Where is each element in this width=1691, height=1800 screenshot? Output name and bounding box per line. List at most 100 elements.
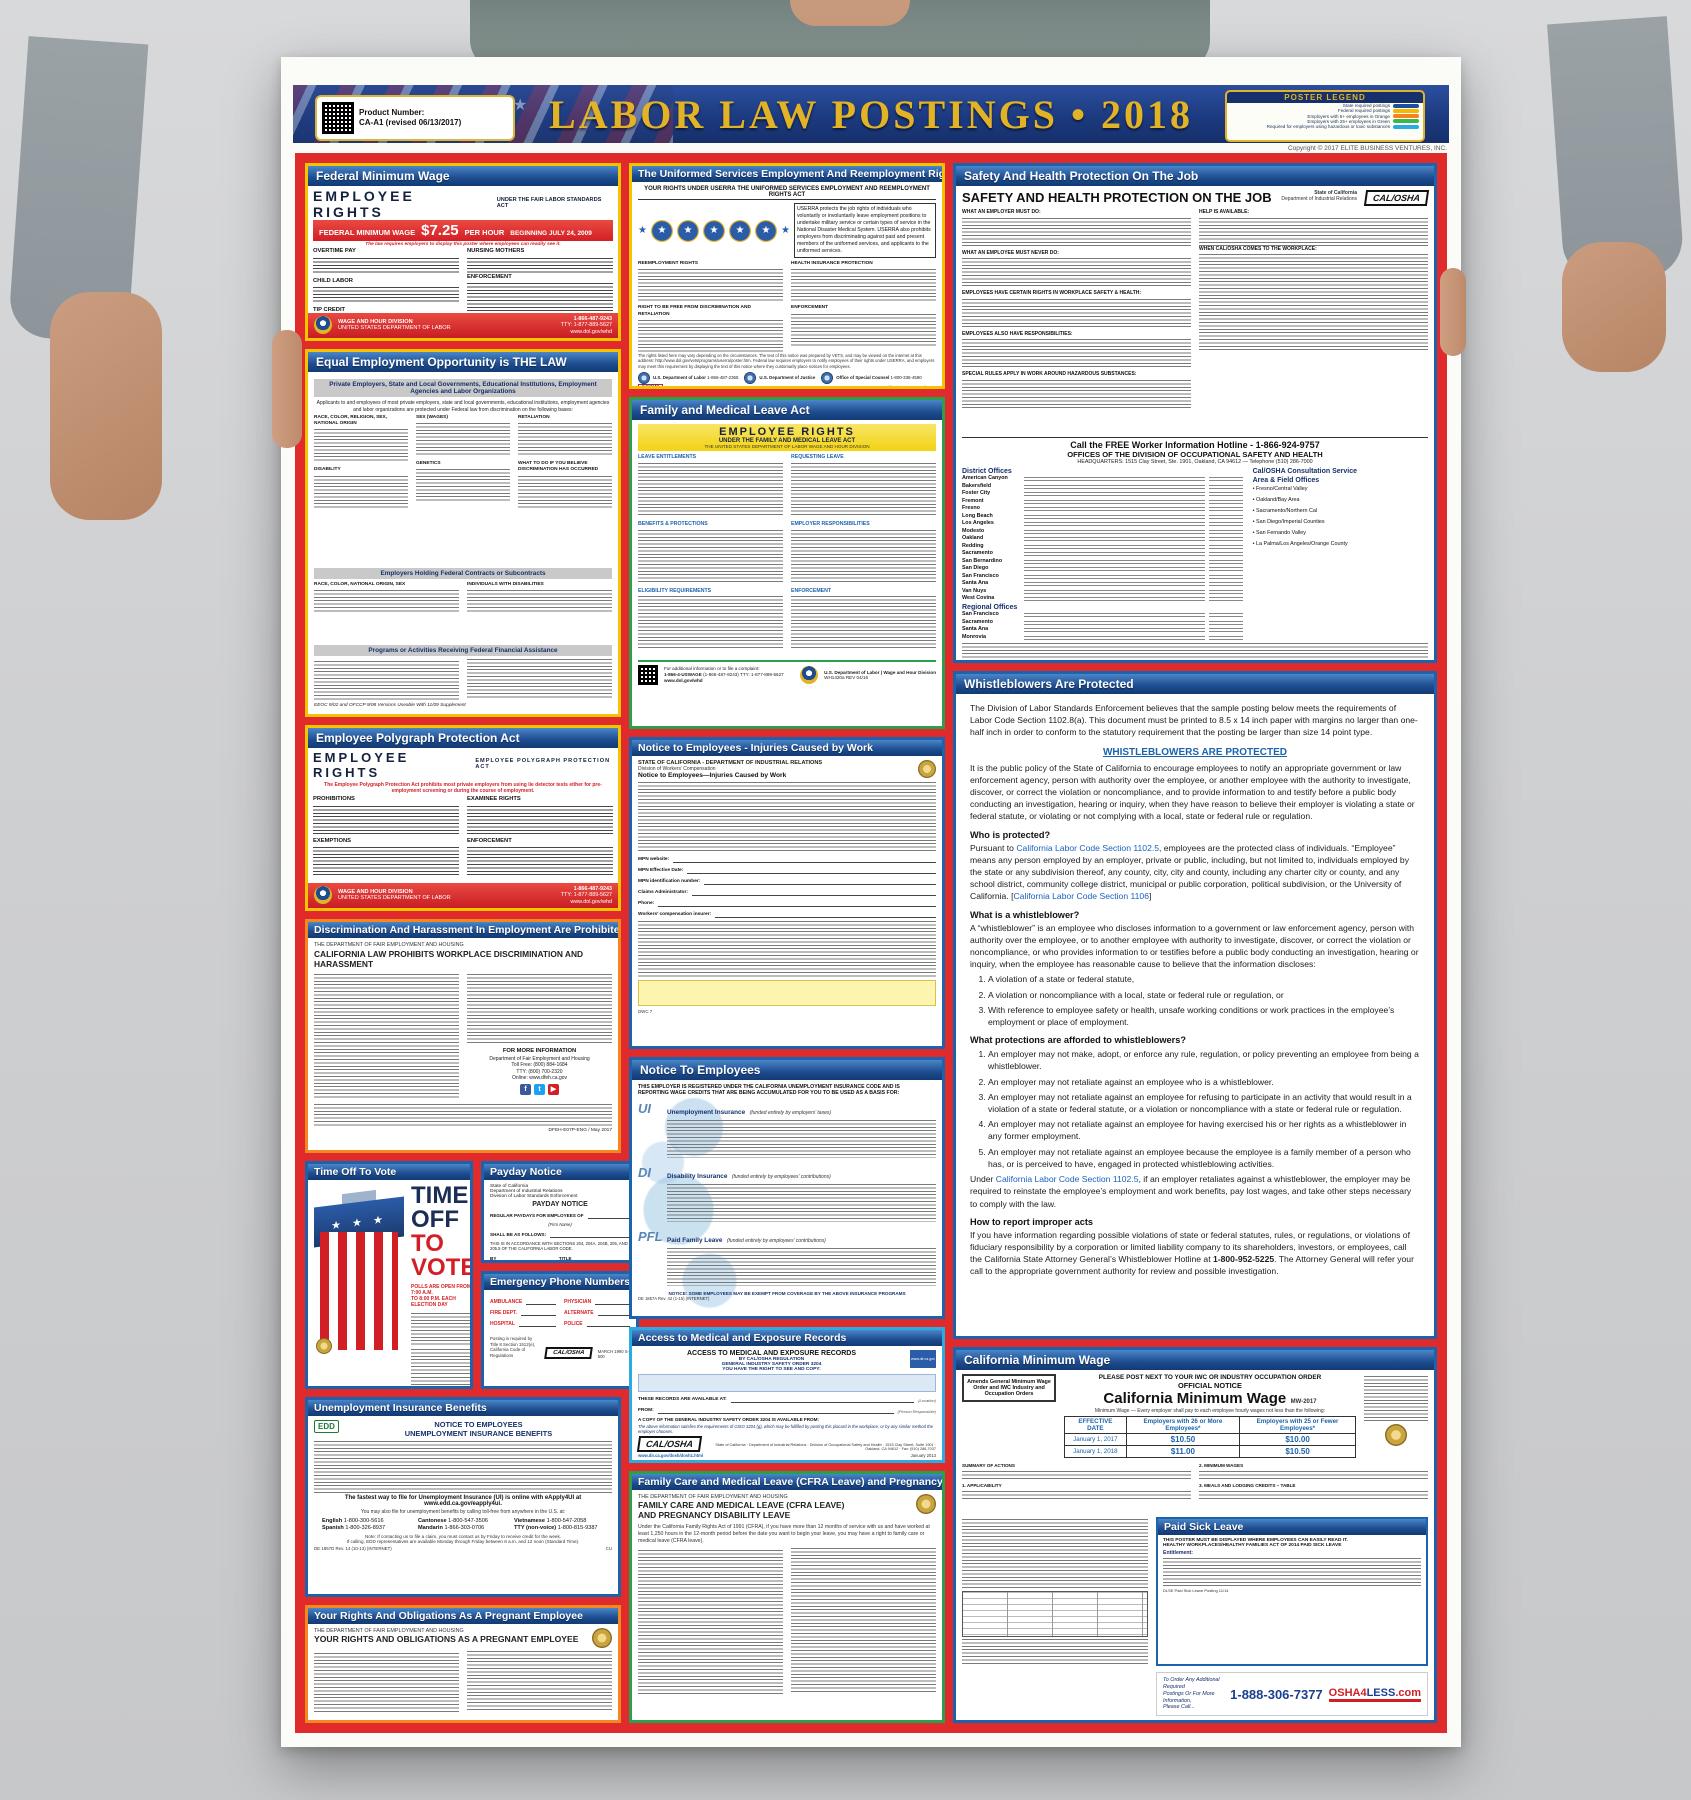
ballot-box-graphic: ★ ★ ★ bbox=[314, 1184, 406, 1354]
calosha-logo: CAL/OSHA bbox=[1363, 190, 1430, 206]
fmw-topics-b: ENFORCEMENTADDITIONAL INFORMATION bbox=[467, 248, 618, 313]
office-row: Van Nuys bbox=[962, 588, 1243, 594]
vote-headline-1: TIME OFF bbox=[411, 1182, 469, 1233]
person-right-thumb bbox=[1440, 268, 1466, 356]
section-title: Your Rights And Obligations As A Pregnan… bbox=[308, 1608, 618, 1624]
edd-logo: EDD bbox=[314, 1420, 339, 1433]
area-office: • Oakland/Bay Area bbox=[1252, 497, 1300, 503]
amends-box: Amends General Minimum Wage Order and IW… bbox=[962, 1374, 1056, 1402]
qr-code-icon bbox=[322, 102, 354, 134]
office-row: Long Beach bbox=[962, 513, 1243, 519]
mw-heading: California Minimum Wage bbox=[1103, 1390, 1287, 1407]
legend-item: Employers with 25+ employees in Green bbox=[1227, 119, 1423, 124]
poster-title: LABOR LAW POSTINGS • 2018 bbox=[549, 92, 1193, 137]
agency-item: Office of Special Counsel 1-800-336-4590 bbox=[821, 371, 922, 384]
vote-headline-2: TO VOTE bbox=[411, 1230, 470, 1281]
section-userra: The Uniformed Services Employment And Re… bbox=[629, 163, 945, 389]
whd-web: www.dol.gov/whd bbox=[570, 328, 612, 335]
section-title: Unemployment Insurance Benefits bbox=[308, 1400, 618, 1416]
office-row: Santa Ana bbox=[962, 626, 1243, 632]
office-row: Los Angeles bbox=[962, 520, 1243, 526]
area-field-offices: • Fresno/Central Valley • Oakland/Bay Are… bbox=[1253, 486, 1428, 547]
section-title: Notice To Employees bbox=[632, 1060, 942, 1080]
labor-code-link: California Labor Code Section 1102.5 bbox=[1016, 842, 1160, 853]
poster-header-band: ★ ★ ★ LABOR LAW POSTINGS • 2018 Product … bbox=[293, 85, 1449, 143]
section-payday-notice: Payday Notice State of California Depart… bbox=[481, 1161, 640, 1263]
emergency-labels-a: AMBULANCE FIRE DEPT. HOSPITAL bbox=[490, 1294, 557, 1330]
section-california-minimum-wage: California Minimum Wage Amends General M… bbox=[953, 1347, 1437, 1723]
poster-legend: POSTER LEGEND State required postings Fe… bbox=[1225, 90, 1425, 142]
section-title: Family Care and Medical Leave (CFRA Leav… bbox=[632, 1474, 942, 1490]
legend-swatch bbox=[1393, 119, 1419, 124]
section-whistleblowers-protected: Whistleblowers Are Protected The Divisio… bbox=[953, 671, 1437, 1339]
section-eeo-is-the-law: Equal Employment Opportunity is THE LAW … bbox=[305, 349, 621, 717]
fmla-topics: LEAVE ENTITLEMENTS BENEFITS & PROTECTIONS… bbox=[638, 454, 936, 654]
section-title: The Uniformed Services Employment And Re… bbox=[632, 166, 942, 182]
office-row: Modesto bbox=[962, 528, 1243, 534]
form-number: DLSE Paid Sick Leave Posting 11/14 bbox=[1163, 1588, 1229, 1593]
order-footer: To Order Any Additional Required Posting… bbox=[1156, 1672, 1428, 1716]
section-title: Safety And Health Protection On The Job bbox=[956, 166, 1434, 186]
legend-swatch bbox=[1393, 124, 1419, 129]
section-paid-sick-leave: Paid Sick Leave THIS POSTER MUST BE DISP… bbox=[1156, 1517, 1428, 1667]
whistleblower-heading: WHISTLEBLOWERS ARE PROTECTED bbox=[1102, 746, 1288, 758]
safety-topics-a: WHAT AN EMPLOYER MUST DO: WHAT AN EMPLOYE… bbox=[962, 209, 1428, 437]
employee-rights-heading: EMPLOYEE RIGHTS bbox=[313, 188, 415, 220]
section-title: Paid Sick Leave bbox=[1158, 1519, 1426, 1535]
office-row: Oakland bbox=[962, 535, 1243, 541]
section-title: Payday Notice bbox=[484, 1164, 637, 1180]
section-federal-minimum-wage: Federal Minimum Wage EMPLOYEE RIGHTS UND… bbox=[305, 163, 621, 341]
phone-entry: Mandarin 1-866-303-0706 bbox=[418, 1525, 485, 1531]
ui-phone-grid: English 1-800-300-5616 Cantonese 1-800-54… bbox=[322, 1518, 604, 1531]
form-number: DE 1857A Rev. 42 (1-15) (INTERNET) bbox=[638, 1296, 710, 1301]
office-row: Fresno bbox=[962, 505, 1243, 511]
section-safety-health-protection: Safety And Health Protection On The Job … bbox=[953, 163, 1437, 663]
labor-code-link: California Labor Code Section 1106 bbox=[1013, 891, 1149, 902]
area-office: • Sacramento/Northern Cal bbox=[1252, 508, 1318, 514]
whd-phone: 1-866-487-9243 bbox=[573, 315, 612, 322]
safety-topics-b: WHEN CAL/OSHA COMES TO THE WORKPLACE:VIO… bbox=[1199, 209, 1434, 437]
injury-fill-ins: MPN website: MPN Effective Date: MPN ident… bbox=[638, 855, 936, 918]
ag-hotline-phone: 1-800-952-5225 bbox=[1212, 1254, 1275, 1265]
column-left: Federal Minimum Wage EMPLOYEE RIGHTS UND… bbox=[305, 163, 640, 1723]
office-row: American Canyon bbox=[962, 475, 1243, 481]
area-office: • Fresno/Central Valley bbox=[1252, 486, 1308, 492]
legend-item: Required for employers using hazardous o… bbox=[1227, 124, 1423, 129]
legend-swatch bbox=[1393, 114, 1419, 119]
agency-seal-icon bbox=[821, 371, 834, 384]
osha4less-logo: OSHA4LESS.com bbox=[1328, 1687, 1421, 1702]
dfeh-seal bbox=[592, 1628, 612, 1648]
poster-content: Federal Minimum Wage EMPLOYEE RIGHTS UND… bbox=[295, 153, 1447, 1733]
edd-program: PFL Paid Family Leave (funded entirely b… bbox=[638, 1229, 936, 1288]
office-row: Fremont bbox=[962, 498, 1243, 504]
office-row: San Francisco bbox=[962, 573, 1243, 579]
wage-row: January 1, 2018 $11.00 $10.50 bbox=[1064, 1445, 1356, 1458]
section-emergency-phone-numbers: Emergency Phone Numbers AMBULANCE FIRE DE… bbox=[481, 1271, 640, 1389]
userra-medal-icon: ★ bbox=[650, 219, 673, 242]
wage-row: January 1, 2017 $10.50 $10.00 bbox=[1064, 1433, 1356, 1446]
userra-topics-a: REEMPLOYMENT RIGHTS RIGHT TO BE FREE FROM… bbox=[638, 261, 783, 352]
form-number: DFEH-E07P-ENG / May 2017 bbox=[548, 1128, 612, 1134]
whistleblower-protections-list: An employer may not make, adopt, or enfo… bbox=[988, 1048, 1420, 1170]
eapply-line: The fastest way to file for Unemployment… bbox=[344, 1495, 582, 1507]
office-row: San Francisco bbox=[962, 611, 1243, 617]
facebook-icon: f bbox=[520, 1083, 531, 1095]
esgr-logo: ESGR bbox=[638, 383, 664, 386]
area-office: • La Palma/Los Angeles/Orange County bbox=[1252, 541, 1348, 547]
form-number: DE 1857D Rev. 14 (10-13) (INTERNET) bbox=[314, 1546, 392, 1551]
fmla-banner: EMPLOYEE RIGHTS UNDER THE FAMILY AND MED… bbox=[638, 424, 936, 451]
section-injuries-caused-by-work: Notice to Employees - Injuries Caused by… bbox=[629, 737, 945, 1049]
youtube-icon: ▶ bbox=[548, 1083, 559, 1095]
agency-item: U.S. Department of Justice bbox=[744, 371, 815, 384]
section-title: Whistleblowers Are Protected bbox=[956, 674, 1434, 694]
agency-item: U.S. Department of Labor 1-866-487-2365 bbox=[638, 371, 738, 384]
minimum-wage-table: EFFECTIVE DATE Employers with 26 or More… bbox=[1064, 1416, 1356, 1458]
eeo-programs-bar: Programs or Activities Receiving Federal… bbox=[314, 645, 612, 656]
payday-emergency-stack: Payday Notice State of California Depart… bbox=[481, 1161, 640, 1389]
column-middle: The Uniformed Services Employment And Re… bbox=[629, 163, 945, 1723]
office-row: Bakersfield bbox=[962, 483, 1243, 489]
whd-footer: WAGE AND HOUR DIVISION UNITED STATES DEP… bbox=[308, 882, 618, 908]
userra-intro-box: USERRA protects the job rights of indivi… bbox=[793, 203, 936, 259]
office-row: Sacramento bbox=[962, 619, 1243, 625]
form-number: WH1420a REV 04/16 bbox=[824, 675, 869, 680]
